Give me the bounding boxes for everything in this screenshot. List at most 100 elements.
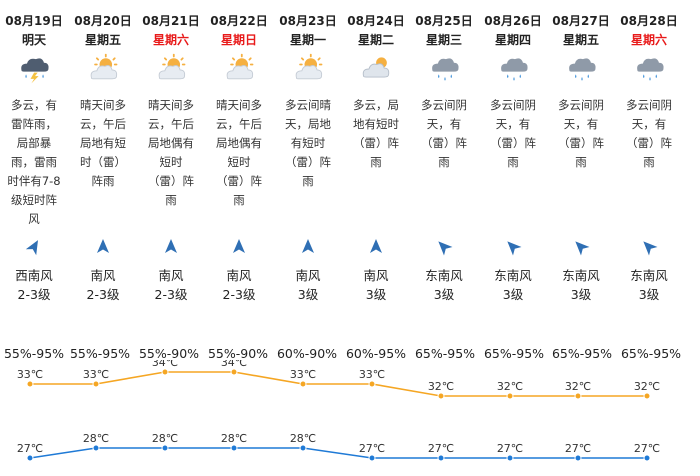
weather-desc-line: 局地偶有 bbox=[148, 136, 194, 150]
low-temp-point bbox=[230, 444, 238, 452]
day-weekday: 星期四 bbox=[494, 33, 531, 47]
day-column: 08月22日 星期日 晴天间多 云，午后 局地偶有 短时 （雷）阵雨南风 2-3级 bbox=[205, 0, 273, 330]
low-temp-label: 27℃ bbox=[565, 442, 591, 455]
weather-desc-line: 局部暴 bbox=[16, 136, 52, 150]
high-temp-point bbox=[26, 380, 34, 388]
day-weekday: 星期一 bbox=[289, 33, 326, 47]
low-temp-label: 27℃ bbox=[17, 442, 43, 455]
high-temp-point bbox=[161, 368, 169, 376]
day-column: 08月26日 星期四 多云间阴 天，有 （雷）阵雨东南风 3级 bbox=[479, 0, 547, 330]
wind-level: 3级 bbox=[365, 287, 387, 302]
high-temp-label: 33℃ bbox=[83, 368, 109, 381]
weather-desc-line: （雷）阵 bbox=[353, 136, 399, 150]
cloud-rain-icon bbox=[569, 58, 596, 81]
weather-desc: 晴天间多 云，午后 局地偶有 短时 （雷）阵雨 bbox=[141, 96, 201, 210]
low-temp-label: 28℃ bbox=[152, 432, 178, 445]
wind-info: 东南风 3级 bbox=[473, 266, 553, 304]
low-temp-label: 28℃ bbox=[290, 432, 316, 445]
wind-direction: 东南风 bbox=[494, 268, 532, 283]
wind-level: 3级 bbox=[297, 287, 319, 302]
weather-desc-line: 晴天间多 bbox=[80, 98, 126, 112]
weather-desc-line: （雷）阵 bbox=[558, 136, 604, 150]
high-temp-point bbox=[368, 380, 376, 388]
high-temp-point bbox=[230, 368, 238, 376]
wind-arrow-icon bbox=[370, 239, 382, 253]
weather-desc-line: 多云间晴 bbox=[285, 98, 331, 112]
wind-info: 南风 3级 bbox=[268, 266, 348, 304]
weather-desc-line: 局地有短 bbox=[80, 136, 126, 150]
wind-arrow-icon bbox=[233, 239, 245, 253]
wind-info: 东南风 3级 bbox=[541, 266, 621, 304]
wind-info: 东南风 3级 bbox=[609, 266, 689, 304]
weather-desc: 多云间阴 天，有 （雷）阵雨 bbox=[414, 96, 474, 172]
thunderstorm-cloud-icon bbox=[21, 58, 49, 84]
high-temp-point bbox=[643, 392, 651, 400]
cloud-rain-icon bbox=[432, 58, 459, 81]
weather-desc-line: 短时 bbox=[227, 155, 251, 169]
weather-desc-line: 多云，有 bbox=[11, 98, 57, 112]
wind-direction: 南风 bbox=[363, 268, 389, 283]
weather-desc-line: 多云间阴 bbox=[558, 98, 604, 112]
weather-desc: 晴天间多 云，午后 局地偶有 短时 （雷）阵雨 bbox=[209, 96, 269, 210]
weather-desc-line: 云，午后 bbox=[80, 117, 126, 131]
high-temp-label: 32℃ bbox=[428, 380, 454, 393]
day-column: 08月25日 星期三 多云间阴 天，有 （雷）阵雨东南风 3级 bbox=[410, 0, 478, 330]
day-weekday: 星期二 bbox=[357, 33, 394, 47]
wind-level: 2-3级 bbox=[86, 287, 120, 302]
weather-desc-line: （雷）阵 bbox=[148, 174, 194, 188]
high-temp-label: 33℃ bbox=[359, 368, 385, 381]
cloudy-sun-icon bbox=[362, 57, 390, 78]
day-date: 08月28日 bbox=[620, 14, 678, 28]
day-weekday: 星期六 bbox=[152, 33, 189, 47]
humidity-range: 65%-95% bbox=[620, 346, 682, 361]
day-date: 08月24日 bbox=[347, 14, 405, 28]
high-temp-label: 32℃ bbox=[565, 380, 591, 393]
day-column: 08月21日 星期六 晴天间多 云，午后 局地偶有 短时 （雷）阵雨南风 2-3级 bbox=[137, 0, 205, 330]
high-temp-label: 34℃ bbox=[152, 360, 178, 369]
wind-arrow-icon bbox=[165, 239, 177, 253]
day-date: 08月25日 bbox=[415, 14, 473, 28]
humidity-range: 65%-95% bbox=[483, 346, 545, 361]
wind-level: 2-3级 bbox=[222, 287, 256, 302]
weather-desc: 多云间阴 天，有 （雷）阵雨 bbox=[483, 96, 543, 172]
humidity-range: 65%-95% bbox=[414, 346, 476, 361]
day-date: 08月20日 bbox=[74, 14, 132, 28]
weather-desc-line: 晴天间多 bbox=[216, 98, 262, 112]
partly-cloudy-sun-icon bbox=[226, 53, 254, 80]
high-temp-label: 32℃ bbox=[497, 380, 523, 393]
day-weekday: 星期六 bbox=[630, 33, 667, 47]
weather-desc-line: 天，局地 bbox=[285, 117, 331, 131]
humidity-range: 55%-90% bbox=[207, 346, 269, 361]
low-temp-label: 27℃ bbox=[634, 442, 660, 455]
wind-direction: 南风 bbox=[158, 268, 184, 283]
day-column: 08月24日 星期二 多云，局 地有短时 （雷）阵雨南风 3级 bbox=[342, 0, 410, 330]
day-column: 08月23日 星期一 多云间晴 天，局地 有短时 （雷）阵雨南风 3级 bbox=[274, 0, 342, 330]
weather-desc-line: 短时 bbox=[159, 155, 183, 169]
wind-level: 3级 bbox=[638, 287, 660, 302]
high-temp-point bbox=[506, 392, 514, 400]
weather-desc-line: 雨 bbox=[302, 174, 314, 188]
high-temp-label: 32℃ bbox=[634, 380, 660, 393]
day-weekday: 星期日 bbox=[220, 33, 257, 47]
wind-info: 南风 2-3级 bbox=[63, 266, 143, 304]
weather-desc: 晴天间多 云，午后 局地有短 时（雷） 阵雨 bbox=[73, 96, 133, 191]
weather-desc-line: 天，有 bbox=[631, 117, 667, 131]
weather-desc-line: 云，午后 bbox=[216, 117, 262, 131]
wind-info: 西南风 2-3级 bbox=[0, 266, 74, 304]
weather-desc-line: 局地偶有 bbox=[216, 136, 262, 150]
day-weekday: 星期五 bbox=[562, 33, 599, 47]
partly-cloudy-sun-icon bbox=[90, 53, 118, 80]
weather-desc-line: 雨 bbox=[575, 155, 587, 169]
day-weekday: 星期三 bbox=[425, 33, 462, 47]
wind-arrow-icon bbox=[575, 241, 590, 256]
low-temp-point bbox=[506, 454, 514, 462]
partly-cloudy-sun-icon bbox=[158, 53, 186, 80]
low-temp-label: 27℃ bbox=[497, 442, 523, 455]
wind-direction: 西南风 bbox=[15, 268, 53, 283]
day-column: 08月28日 星期六 多云间阴 天，有 （雷）阵雨东南风 3级 bbox=[615, 0, 683, 330]
weather-desc-line: 有短时 bbox=[290, 136, 326, 150]
weather-desc-line: 时伴有7-8 bbox=[7, 174, 61, 188]
weather-desc-line: （雷）阵 bbox=[421, 136, 467, 150]
weather-desc-line: 云，午后 bbox=[148, 117, 194, 131]
weather-desc: 多云间阴 天，有 （雷）阵雨 bbox=[551, 96, 611, 172]
